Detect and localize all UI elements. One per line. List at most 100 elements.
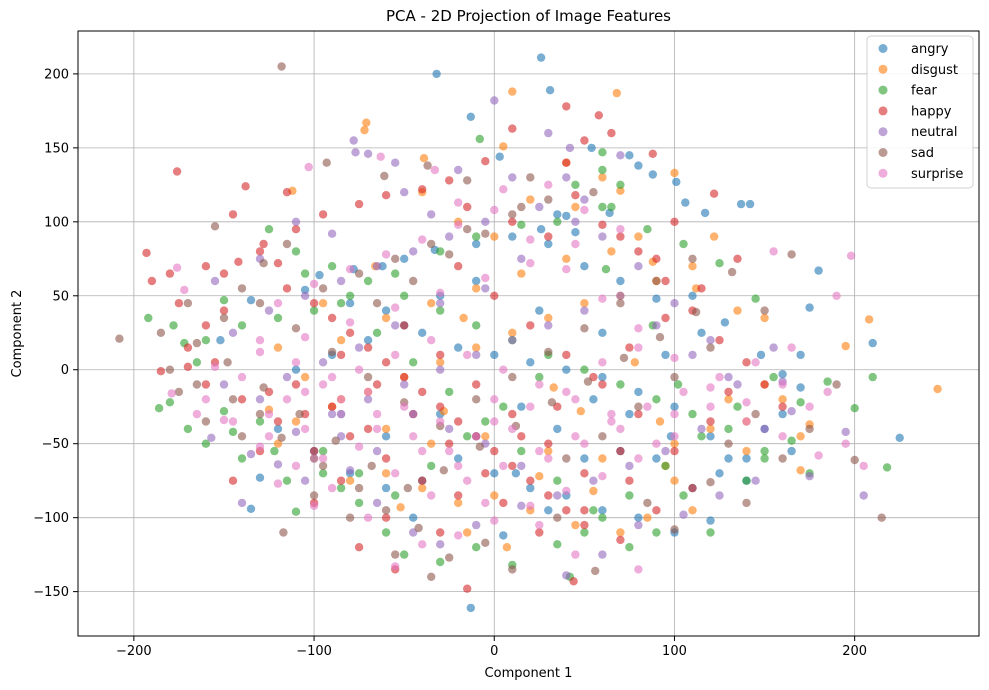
point-disgust — [419, 154, 429, 163]
point-angry — [315, 270, 324, 280]
y-tick-label: −50 — [42, 437, 69, 452]
point-disgust — [396, 503, 405, 512]
point-sad — [670, 525, 679, 534]
point-neutral — [841, 427, 850, 437]
point-happy — [381, 358, 391, 367]
point-disgust — [508, 328, 517, 337]
point-sad — [381, 506, 391, 515]
point-disgust — [472, 284, 481, 293]
point-disgust — [459, 313, 468, 323]
point-surprise — [846, 251, 856, 260]
point-surprise — [318, 454, 328, 463]
point-neutral — [517, 254, 526, 263]
point-neutral — [255, 395, 265, 404]
point-fear — [291, 247, 301, 256]
point-fear — [580, 365, 589, 374]
point-fear — [616, 380, 625, 389]
point-angry — [681, 198, 690, 207]
point-angry — [670, 402, 679, 411]
point-sad — [115, 334, 124, 343]
point-surprise — [309, 501, 319, 510]
point-surprise — [300, 387, 310, 397]
point-neutral — [859, 491, 868, 500]
point-happy — [363, 424, 373, 434]
point-fear — [882, 463, 892, 472]
point-disgust — [933, 384, 942, 394]
point-happy — [625, 476, 634, 485]
point-neutral — [327, 229, 337, 238]
point-surprise — [391, 469, 400, 478]
series-happy — [142, 102, 787, 593]
point-happy — [228, 210, 238, 219]
point-surprise — [526, 235, 535, 244]
point-fear — [201, 439, 211, 448]
point-happy — [454, 262, 463, 271]
point-disgust — [796, 466, 805, 475]
point-neutral — [300, 291, 310, 300]
point-angry — [616, 276, 625, 286]
point-sad — [277, 433, 286, 442]
point-sad — [439, 466, 448, 475]
point-disgust — [864, 315, 874, 324]
point-disgust — [724, 395, 733, 404]
point-disgust — [616, 528, 625, 537]
point-sad — [174, 387, 184, 397]
point-sad — [192, 338, 202, 348]
point-angry — [381, 483, 391, 493]
point-surprise — [264, 409, 274, 419]
point-surprise — [372, 409, 382, 419]
point-fear — [327, 262, 337, 271]
point-neutral — [598, 232, 607, 241]
legend-label-fear: fear — [911, 84, 938, 99]
plot-area-frame — [77, 30, 980, 637]
point-fear — [472, 321, 481, 330]
point-surprise — [363, 513, 373, 522]
point-disgust — [345, 476, 355, 485]
point-sad — [547, 398, 557, 407]
point-surprise — [354, 365, 364, 374]
point-surprise — [571, 550, 580, 559]
point-fear — [436, 306, 445, 315]
point-happy — [634, 409, 643, 419]
point-disgust — [760, 313, 769, 323]
point-neutral — [562, 571, 571, 580]
point-fear — [715, 259, 724, 268]
point-surprise — [616, 225, 625, 234]
point-fear — [652, 395, 661, 404]
point-sad — [724, 439, 733, 448]
point-angry — [895, 433, 904, 442]
point-happy — [535, 528, 544, 537]
point-surprise — [336, 395, 346, 404]
point-angry — [418, 328, 427, 337]
point-surprise — [499, 365, 508, 374]
point-neutral — [400, 188, 409, 197]
axis-ticks: −200 −100 0 100 200 −150 −100 −50 0 50 100 150 200 — [33, 67, 867, 659]
point-sad — [463, 176, 472, 185]
point-disgust — [427, 299, 436, 308]
point-fear — [318, 446, 328, 456]
point-disgust — [733, 306, 742, 315]
point-surprise — [167, 389, 176, 398]
point-surprise — [598, 472, 607, 481]
point-angry — [571, 228, 580, 237]
point-happy — [598, 220, 607, 229]
point-fear — [273, 313, 283, 323]
point-surprise — [742, 417, 751, 426]
point-neutral — [481, 284, 490, 293]
point-disgust — [427, 439, 436, 448]
point-sad — [643, 498, 652, 508]
point-disgust — [300, 372, 310, 382]
point-surprise — [436, 417, 445, 426]
point-sad — [475, 442, 484, 451]
point-fear — [769, 372, 778, 382]
point-sad — [427, 239, 436, 249]
point-sad — [259, 383, 268, 392]
point-happy — [569, 577, 578, 586]
point-happy — [670, 446, 679, 456]
point-sad — [255, 299, 265, 308]
legend-marker-surprise — [878, 168, 888, 178]
point-fear — [535, 372, 544, 382]
point-neutral — [580, 306, 589, 315]
x-tick-label: −100 — [296, 644, 332, 659]
point-surprise — [409, 432, 418, 441]
